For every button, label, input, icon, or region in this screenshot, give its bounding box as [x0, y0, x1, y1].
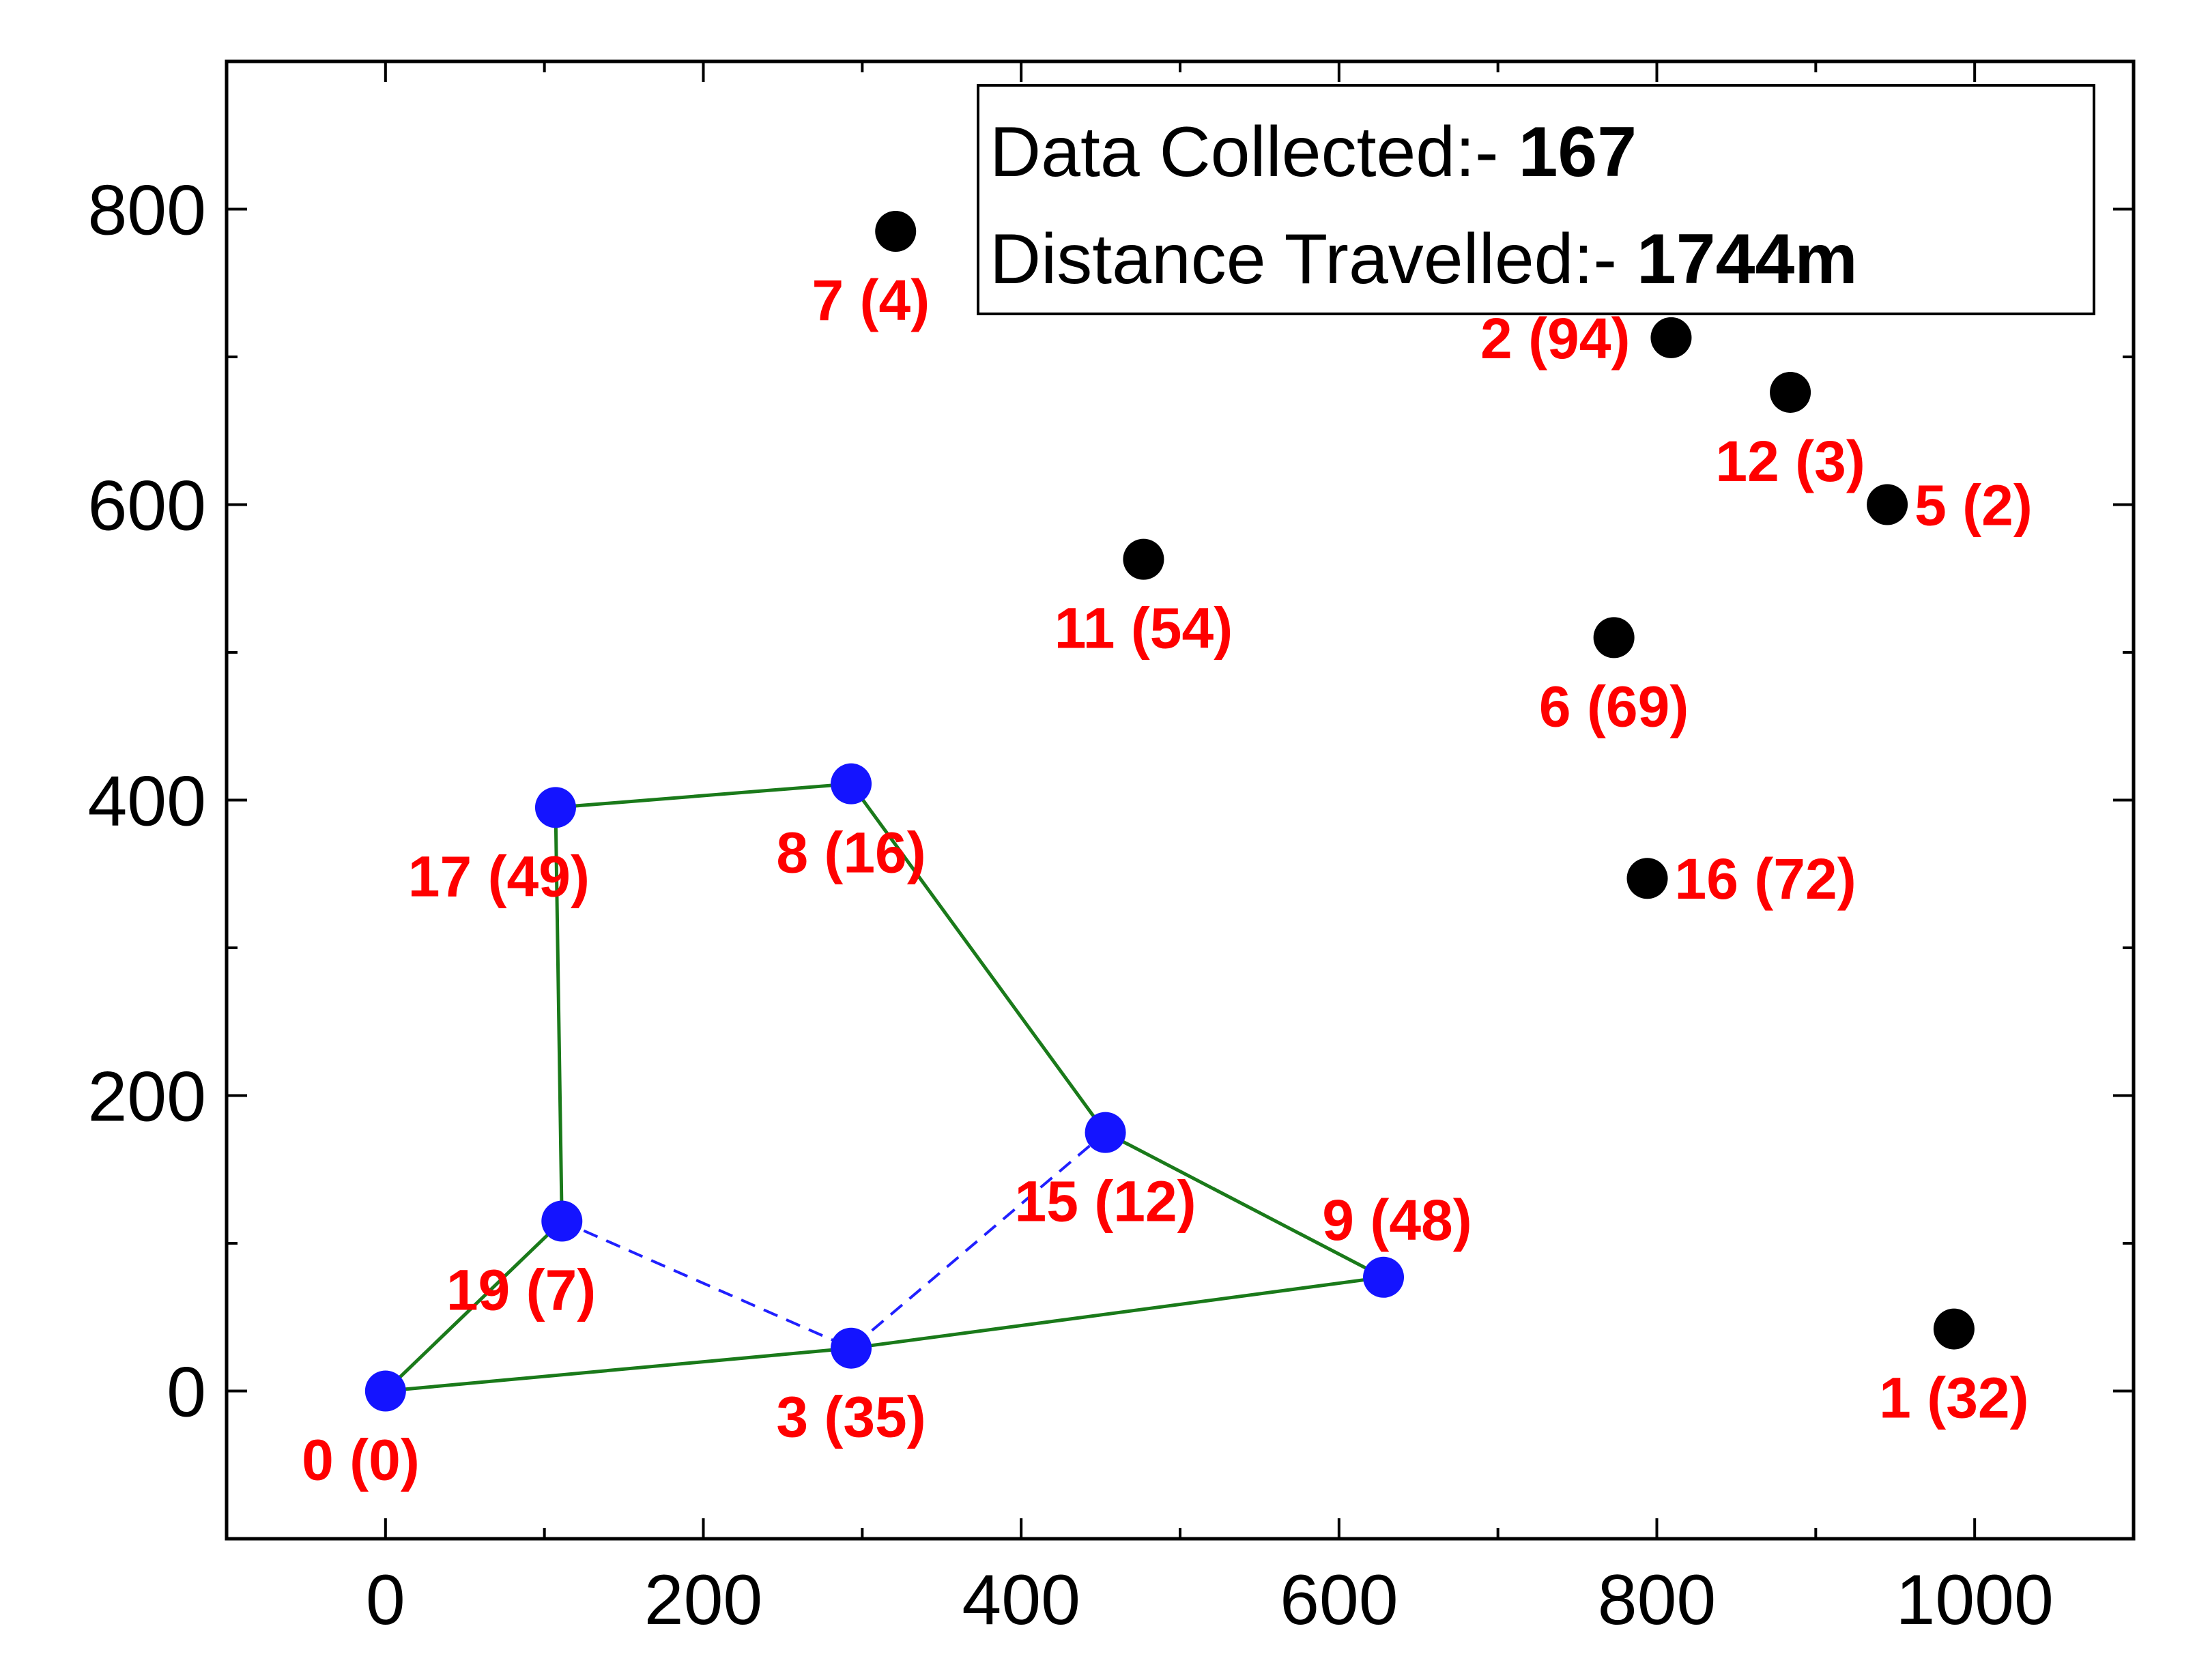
- node-point-8: [831, 763, 872, 805]
- y-tick-label: 400: [87, 762, 206, 841]
- node-point-0: [364, 1370, 406, 1412]
- y-tick-label: 600: [87, 467, 206, 546]
- node-labels: 0 (0) 19 (7) 3 (35) 15 (12) 9 (48) 8 (16) 17 (…: [302, 268, 2033, 1492]
- node-label-11: 11 (54): [1055, 596, 1233, 661]
- legend-box: Data Collected:- 167 Distance Travelled:…: [977, 84, 2095, 315]
- x-tick-label: 0: [366, 1561, 405, 1640]
- route-lines: [384, 782, 1390, 1393]
- node-point-15: [1085, 1112, 1126, 1153]
- legend-data-collected-value: 167: [1519, 113, 1637, 192]
- node-point-7: [875, 210, 917, 252]
- y-tick-label: 800: [87, 171, 206, 250]
- legend-distance-travelled-value: 1744m: [1637, 220, 1858, 299]
- legend-line-distance-travelled: Distance Travelled:- 1744m: [990, 220, 1858, 299]
- route-dashed: [554, 782, 1384, 1350]
- node-label-17: 17 (49): [408, 844, 590, 908]
- legend-distance-travelled-label: Distance Travelled:-: [990, 220, 1637, 299]
- node-label-3: 3 (35): [776, 1385, 926, 1449]
- axis-tick-labels: 0 200 400 600 800 1000 0 200 400 600 800: [87, 171, 2053, 1640]
- node-label-0: 0 (0): [302, 1428, 420, 1492]
- x-tick-label: 1000: [1895, 1561, 2053, 1640]
- node-point-1: [1933, 1308, 1975, 1350]
- legend-line-data-collected: Data Collected:- 167: [990, 113, 1637, 192]
- node-point-9: [1363, 1256, 1405, 1298]
- x-tick-label: 400: [962, 1561, 1080, 1640]
- y-tick-label: 0: [167, 1353, 206, 1432]
- node-label-16: 16 (72): [1675, 847, 1856, 911]
- node-point-6: [1593, 617, 1635, 658]
- node-point-5: [1867, 484, 1908, 525]
- node-label-19: 19 (7): [446, 1258, 596, 1322]
- node-point-3: [831, 1327, 872, 1369]
- node-point-19: [541, 1200, 583, 1242]
- x-tick-label: 600: [1280, 1561, 1398, 1640]
- node-point-11: [1123, 538, 1164, 580]
- node-label-1: 1 (32): [1879, 1366, 2028, 1430]
- y-tick-label: 200: [87, 1058, 206, 1137]
- node-point-16: [1626, 858, 1668, 899]
- node-label-5: 5 (2): [1914, 474, 2033, 538]
- node-label-9: 9 (48): [1322, 1188, 1472, 1252]
- route-solid: [384, 782, 1390, 1393]
- node-label-8: 8 (16): [776, 821, 926, 885]
- node-label-7: 7 (4): [812, 268, 930, 332]
- node-label-15: 15 (12): [1014, 1170, 1196, 1234]
- node-points: [364, 210, 1975, 1412]
- axis-ticks: [225, 60, 2135, 1540]
- x-tick-label: 800: [1598, 1561, 1717, 1640]
- node-point-17: [534, 787, 576, 828]
- node-point-2: [1650, 317, 1692, 358]
- node-point-12: [1770, 371, 1811, 413]
- legend-data-collected-label: Data Collected:-: [990, 113, 1519, 192]
- legend-frame: [977, 84, 2095, 315]
- node-label-12: 12 (3): [1715, 429, 1865, 493]
- x-tick-label: 200: [644, 1561, 763, 1640]
- node-label-6: 6 (69): [1539, 674, 1689, 738]
- node-label-2: 2 (94): [1480, 306, 1630, 371]
